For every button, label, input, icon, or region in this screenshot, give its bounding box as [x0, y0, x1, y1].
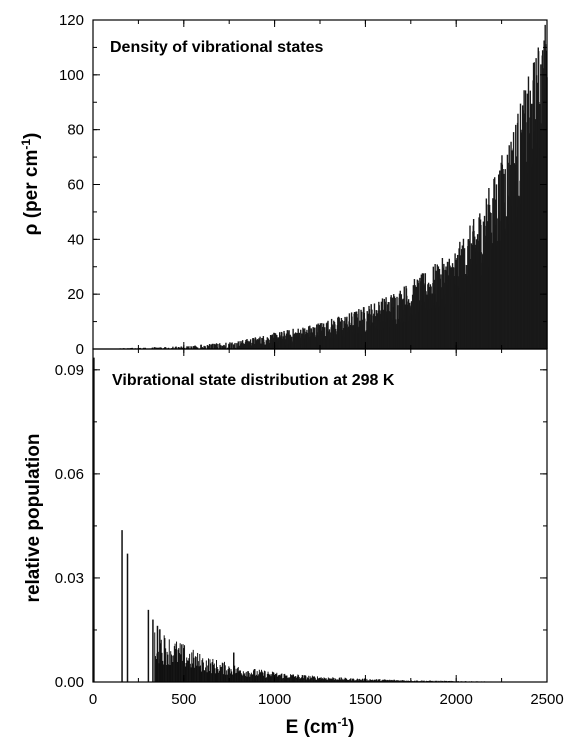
- population-plot-frame: [92, 348, 548, 683]
- density-ytick-label: 80: [67, 122, 84, 139]
- population-ytick-label: 0.09: [55, 362, 84, 379]
- density-panel-title: Density of vibrational states: [110, 39, 323, 56]
- population-ytick-label: 0.00: [55, 674, 84, 691]
- xtick-label: 500: [171, 691, 196, 708]
- density-y-axis-label-main: ρ (per cm: [21, 150, 42, 236]
- density-ytick-label: 20: [67, 286, 84, 303]
- density-ytick-label: 40: [67, 231, 84, 248]
- xtick-label: 2500: [530, 691, 563, 708]
- xtick-label: 1000: [258, 691, 291, 708]
- density-panel: 0 20 40 60 80 100 120 Density of vibrational s…: [19, 12, 548, 358]
- population-y-axis-label: relative population: [23, 434, 44, 603]
- population-panel: 0.00 0.03 0.06 0.09 0 500 1000 1500 2000 2500 Vib…: [23, 348, 564, 738]
- xtick-label: 2000: [440, 691, 473, 708]
- population-axis-ticks: 0.00 0.03 0.06 0.09 0 500 1000 1500 2000 2500: [55, 349, 564, 708]
- density-bars: [94, 24, 548, 349]
- x-axis-label-main: E (cm: [286, 717, 338, 738]
- density-y-axis-label: ρ (per cm-1): [19, 133, 42, 236]
- population-bars: [92, 357, 548, 682]
- xtick-label: 0: [89, 691, 97, 708]
- x-axis-label-close: ): [348, 717, 354, 738]
- density-ytick-label: 60: [67, 177, 84, 194]
- x-axis-label-sup: -1: [337, 715, 348, 729]
- density-y-axis-label-sup: -1: [19, 139, 33, 150]
- x-axis-label: E (cm-1): [286, 715, 355, 738]
- density-ytick-label: 100: [59, 67, 84, 84]
- population-ytick-label: 0.06: [55, 466, 84, 483]
- density-ytick-label: 120: [59, 12, 84, 29]
- xtick-label: 1500: [349, 691, 382, 708]
- density-y-axis-label-close: ): [21, 133, 42, 139]
- population-ytick-label: 0.03: [55, 570, 84, 587]
- density-axis-ticks: 0 20 40 60 80 100 120: [59, 12, 548, 358]
- population-panel-title: Vibrational state distribution at 298 K: [112, 372, 395, 389]
- density-ytick-label: 0: [76, 341, 84, 358]
